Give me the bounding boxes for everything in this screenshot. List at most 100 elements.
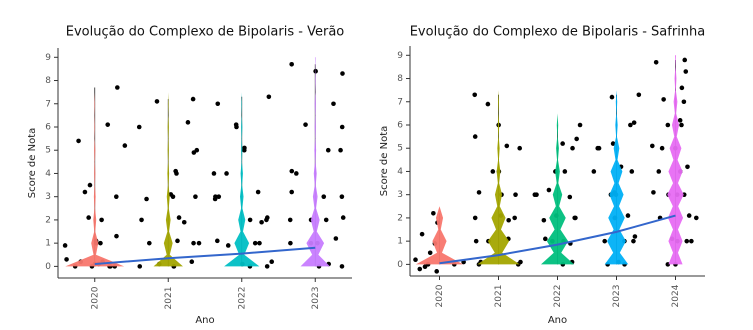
x-tick-label: 2022	[237, 287, 247, 310]
point	[546, 187, 552, 193]
x-tick-label: 2022	[553, 285, 563, 308]
point	[490, 169, 496, 174]
point	[82, 189, 88, 195]
point	[233, 122, 239, 127]
point	[154, 99, 160, 104]
point	[339, 194, 345, 199]
point	[212, 196, 218, 202]
point	[215, 238, 220, 244]
point	[651, 190, 656, 195]
point	[650, 143, 655, 149]
point	[122, 143, 128, 148]
x-tick-label: 2021	[164, 287, 174, 310]
y-tick-label: 5	[45, 146, 51, 156]
point	[265, 215, 270, 220]
point	[591, 169, 597, 174]
point	[517, 145, 523, 151]
point	[340, 71, 345, 76]
y-tick-label: 7	[397, 97, 403, 107]
point	[434, 269, 440, 274]
point	[331, 101, 336, 107]
point	[98, 240, 103, 246]
point	[252, 240, 258, 246]
point	[339, 124, 345, 130]
chart-title: Evolução do Complexo de Bipolaris - Safr…	[410, 25, 706, 40]
point	[485, 101, 491, 107]
point	[543, 236, 548, 242]
point	[288, 240, 293, 246]
point	[62, 243, 68, 248]
chart-title: Evolução do Complexo de Bipolaris - Verã…	[66, 25, 345, 40]
point	[631, 238, 636, 244]
point	[681, 99, 687, 105]
point	[257, 240, 262, 246]
point	[287, 217, 293, 223]
point	[216, 194, 222, 199]
point	[321, 194, 327, 199]
point	[512, 215, 517, 221]
point	[656, 169, 662, 174]
point	[665, 122, 671, 128]
y-tick-label: 9	[45, 53, 51, 63]
point	[303, 122, 308, 127]
x-tick-label: 2023	[612, 285, 622, 308]
point	[684, 238, 690, 244]
point	[105, 122, 111, 127]
point	[115, 85, 120, 90]
y-tick-label: 3	[397, 190, 403, 200]
point	[264, 264, 270, 269]
y-tick-label: 6	[397, 120, 403, 130]
violin	[300, 57, 330, 267]
point	[431, 210, 436, 216]
point	[632, 234, 638, 239]
violin	[540, 55, 575, 265]
point	[472, 134, 478, 139]
y-axis-label: Score de Nota	[379, 126, 390, 197]
point	[225, 243, 231, 248]
point	[661, 97, 666, 102]
point	[294, 171, 299, 176]
point	[693, 215, 699, 221]
point	[168, 192, 174, 197]
y-tick-label: 8	[397, 74, 403, 84]
point	[685, 164, 690, 170]
x-axis-label: Ano	[195, 315, 214, 326]
point	[659, 145, 665, 151]
x-tick-label: 2024	[671, 284, 681, 307]
point	[577, 122, 583, 128]
point	[636, 92, 642, 98]
point	[196, 240, 202, 246]
x-axis-label: Ano	[548, 315, 567, 326]
point	[417, 266, 423, 272]
point	[139, 217, 144, 223]
point	[602, 238, 608, 244]
point	[189, 259, 195, 265]
point	[532, 192, 538, 197]
point	[137, 264, 143, 269]
point	[422, 264, 428, 270]
y-tick-label: 5	[397, 144, 403, 154]
y-tick-label: 7	[45, 99, 51, 109]
point	[147, 240, 152, 246]
y-tick-label: 8	[45, 76, 51, 86]
point	[289, 168, 295, 174]
x-tick-label: 2021	[494, 285, 504, 308]
point	[339, 264, 345, 269]
y-tick-label: 1	[45, 239, 51, 249]
point	[185, 120, 191, 125]
point	[114, 233, 119, 239]
point	[683, 69, 689, 74]
point	[567, 194, 573, 200]
point	[224, 171, 229, 176]
point	[473, 238, 479, 244]
point	[247, 217, 253, 223]
y-tick-label: 9	[397, 51, 403, 61]
violin	[224, 57, 260, 267]
point	[574, 136, 579, 142]
violin	[153, 57, 183, 267]
point	[181, 219, 187, 225]
point	[506, 217, 511, 223]
y-tick-label: 4	[397, 167, 403, 177]
point	[677, 118, 683, 123]
